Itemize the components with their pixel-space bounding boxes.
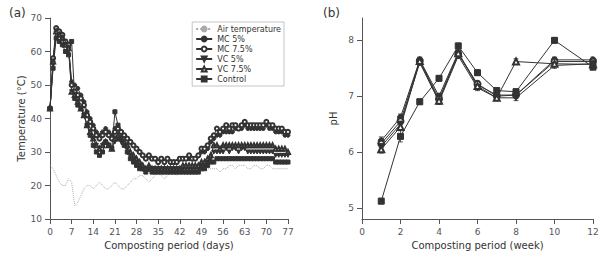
svg-text:Control: Control	[217, 75, 246, 84]
svg-text:0: 0	[47, 227, 53, 237]
svg-text:6: 6	[475, 227, 481, 237]
svg-text:10: 10	[31, 214, 43, 224]
svg-text:(a): (a)	[9, 6, 26, 20]
svg-text:Temperature (°C): Temperature (°C)	[16, 75, 27, 162]
svg-text:4: 4	[436, 227, 442, 237]
svg-text:VC 5%: VC 5%	[217, 55, 244, 64]
svg-text:70: 70	[261, 227, 273, 237]
svg-text:21: 21	[109, 227, 120, 237]
svg-text:VC 7.5%: VC 7.5%	[217, 65, 251, 74]
svg-text:Composting period (week): Composting period (week)	[411, 240, 543, 251]
svg-text:63: 63	[239, 227, 250, 237]
svg-text:6: 6	[348, 147, 354, 157]
svg-text:28: 28	[131, 227, 143, 237]
svg-text:2: 2	[398, 227, 404, 237]
svg-text:8: 8	[348, 35, 354, 45]
svg-text:8: 8	[513, 227, 519, 237]
svg-text:70: 70	[31, 13, 43, 23]
svg-text:40: 40	[31, 114, 43, 124]
svg-text:14: 14	[88, 227, 100, 237]
svg-text:30: 30	[31, 147, 43, 157]
svg-text:60: 60	[31, 47, 43, 57]
svg-text:Air temperature: Air temperature	[217, 25, 281, 34]
svg-text:(b): (b)	[323, 6, 340, 20]
svg-text:56: 56	[217, 227, 229, 237]
svg-text:7: 7	[69, 227, 75, 237]
svg-text:Composting period (days): Composting period (days)	[104, 240, 234, 251]
svg-text:7: 7	[348, 91, 354, 101]
svg-text:pH: pH	[328, 112, 339, 126]
svg-text:42: 42	[174, 227, 185, 237]
svg-text:12: 12	[587, 227, 598, 237]
svg-text:49: 49	[196, 227, 208, 237]
svg-text:35: 35	[152, 227, 163, 237]
svg-text:0: 0	[359, 227, 365, 237]
svg-text:77: 77	[282, 227, 293, 237]
svg-text:MC 5%: MC 5%	[217, 35, 245, 44]
svg-text:20: 20	[31, 181, 43, 191]
svg-text:5: 5	[348, 203, 354, 213]
svg-text:50: 50	[31, 80, 43, 90]
svg-text:MC 7.5%: MC 7.5%	[217, 45, 253, 54]
svg-text:10: 10	[549, 227, 561, 237]
